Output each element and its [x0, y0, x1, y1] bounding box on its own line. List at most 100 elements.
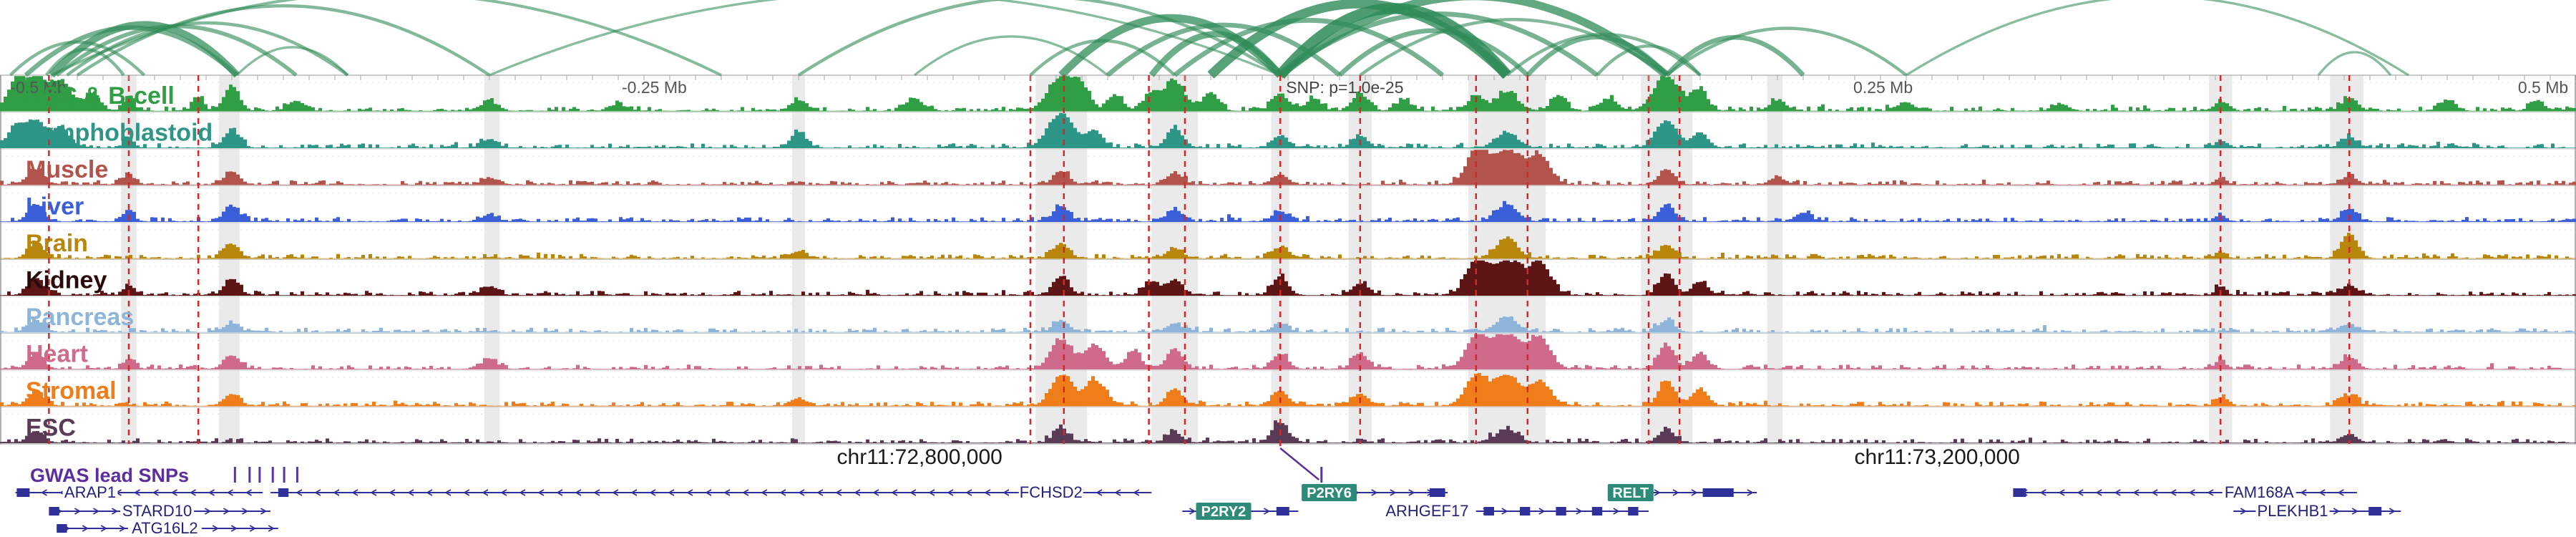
strand-arrow-icon — [463, 489, 470, 496]
track-signal-7[interactable] — [0, 334, 2576, 369]
track-signal-1[interactable] — [0, 112, 2576, 148]
interaction-arc[interactable] — [76, 4, 491, 77]
strand-arrow-icon — [1096, 489, 1103, 496]
gene-label[interactable]: ARAP1 — [64, 483, 116, 501]
gene-label[interactable]: FAM168A — [2225, 483, 2294, 501]
strand-arrow-icon — [2170, 489, 2177, 496]
gene-relt[interactable]: RELT — [1607, 484, 1757, 501]
strand-arrow-icon — [133, 489, 141, 496]
gene-p2ry2[interactable]: P2RY2 — [1182, 503, 1299, 520]
strand-arrow-icon — [1672, 489, 1679, 496]
strand-arrow-icon — [2333, 508, 2341, 515]
coordinate-label: chr11:73,200,000 — [1855, 445, 2020, 469]
gene-plekhb1[interactable]: PLEKHB1 — [2233, 502, 2401, 520]
gwas-track[interactable]: GWAS lead SNPs — [30, 448, 1323, 486]
strand-arrow-icon — [314, 489, 321, 496]
coordinate-label: chr11:72,800,000 — [837, 445, 1002, 469]
gene-stard10[interactable]: STARD10 — [49, 502, 270, 520]
gene-arap1[interactable]: ARAP1 — [15, 483, 263, 501]
gene-exon — [1628, 507, 1639, 516]
interaction-arc[interactable] — [1665, 26, 1908, 77]
gene-p2ry6[interactable]: P2RY6 — [1302, 484, 1448, 501]
gene-label[interactable]: ATG16L2 — [132, 519, 198, 537]
interaction-arc[interactable] — [1337, 28, 1530, 77]
gene-fam168a[interactable]: FAM168A — [2013, 483, 2357, 501]
interaction-arc[interactable] — [1526, 34, 1669, 77]
interaction-arc[interactable] — [49, 21, 240, 78]
track-grid — [0, 74, 2576, 445]
strand-arrow-icon — [630, 489, 638, 496]
gene-exon — [16, 488, 30, 497]
track-signal-8[interactable] — [0, 372, 2576, 407]
gene-exon — [1430, 488, 1445, 497]
interaction-arc[interactable] — [1148, 31, 1283, 77]
gene-label[interactable]: ARHGEF17 — [1385, 502, 1468, 520]
strand-arrow-icon — [1408, 489, 1415, 496]
gene-label[interactable]: PLEKHB1 — [2257, 502, 2328, 520]
strand-arrow-icon — [779, 489, 786, 496]
track-signal-6[interactable] — [0, 316, 2576, 333]
gene-fchsd2[interactable]: FCHSD2 — [270, 483, 1152, 501]
strand-arrow-icon — [296, 489, 303, 496]
gene-label-mask — [120, 503, 195, 519]
interaction-arc[interactable] — [51, 0, 722, 77]
interaction-arcs[interactable] — [9, 0, 2409, 79]
strand-arrow-icon — [2240, 508, 2248, 515]
strand-arrow-icon — [500, 489, 507, 496]
gene-label[interactable]: STARD10 — [122, 502, 192, 520]
interaction-arc[interactable] — [1906, 0, 2409, 77]
strand-arrow-icon — [798, 489, 805, 496]
interaction-arc[interactable] — [2317, 51, 2392, 77]
strand-arrow-icon — [370, 489, 377, 496]
interaction-arc[interactable] — [1506, 32, 1702, 77]
gene-arhgef17[interactable]: ARHGEF17 — [1385, 502, 1649, 520]
gene-exon — [1591, 507, 1603, 516]
gene-exon — [2368, 507, 2382, 516]
interaction-arc[interactable] — [1596, 44, 1702, 77]
interaction-arc[interactable] — [1359, 18, 1668, 77]
track-signal-5[interactable] — [0, 260, 2576, 296]
interaction-arc[interactable] — [489, 0, 1281, 77]
interaction-arc[interactable] — [1664, 34, 1805, 77]
gene-atg16l2[interactable]: ATG16L2 — [57, 519, 278, 537]
strand-arrow-icon — [245, 489, 253, 496]
gene-label-mask — [2255, 503, 2330, 519]
strand-arrow-icon — [426, 489, 433, 496]
interaction-arc[interactable] — [236, 46, 349, 77]
track-signal-3[interactable] — [0, 200, 2576, 222]
strand-arrow-icon — [170, 489, 178, 496]
interaction-arc[interactable] — [1173, 18, 1445, 77]
gene-highlight-box[interactable] — [1302, 484, 1357, 501]
gene-label-mask — [2222, 485, 2296, 500]
track-signal-4[interactable] — [0, 233, 2576, 259]
axis-label: 0.25 Mb — [1853, 78, 1913, 97]
signal-tracks[interactable] — [0, 76, 2576, 443]
gene-exon — [278, 488, 289, 497]
track-signal-2[interactable] — [0, 150, 2576, 185]
gene-label[interactable]: P2RY6 — [1307, 485, 1352, 501]
gene-exon — [1276, 507, 1289, 516]
strand-arrow-icon — [119, 525, 127, 532]
axis-label: -0.5 Mb — [10, 78, 66, 97]
strand-arrow-icon — [816, 489, 824, 496]
strand-arrow-icon — [705, 489, 712, 496]
strand-arrow-icon — [1189, 508, 1196, 515]
strand-arrow-icon — [111, 508, 119, 515]
strand-arrow-icon — [226, 489, 234, 496]
gene-label-mask — [62, 485, 118, 500]
track-signal-9[interactable] — [0, 420, 2576, 443]
gene-label[interactable]: FCHSD2 — [1020, 483, 1083, 501]
track-label: Stromal — [26, 377, 117, 405]
gene-highlight-box[interactable] — [1607, 484, 1654, 501]
strand-arrow-icon — [2039, 489, 2046, 496]
strand-arrow-icon — [204, 508, 212, 515]
gene-label[interactable]: RELT — [1612, 485, 1649, 501]
gene-label[interactable]: P2RY2 — [1201, 504, 1246, 520]
track-signal-0[interactable] — [0, 76, 2576, 112]
track-label: Lymphoblastoid — [26, 120, 213, 147]
gene-track[interactable]: ARAP1 FCHSD2 P2RY6 RELT FAM168A STARD10 P2RY2 A… — [15, 483, 2401, 537]
track-label: Liver — [26, 193, 84, 221]
ruler: -0.5 Mb -0.25 Mb 0.25 Mb 0.5 Mb SNP: p=1.0e-… — [0, 75, 2576, 97]
gene-highlight-box[interactable] — [1196, 503, 1252, 520]
